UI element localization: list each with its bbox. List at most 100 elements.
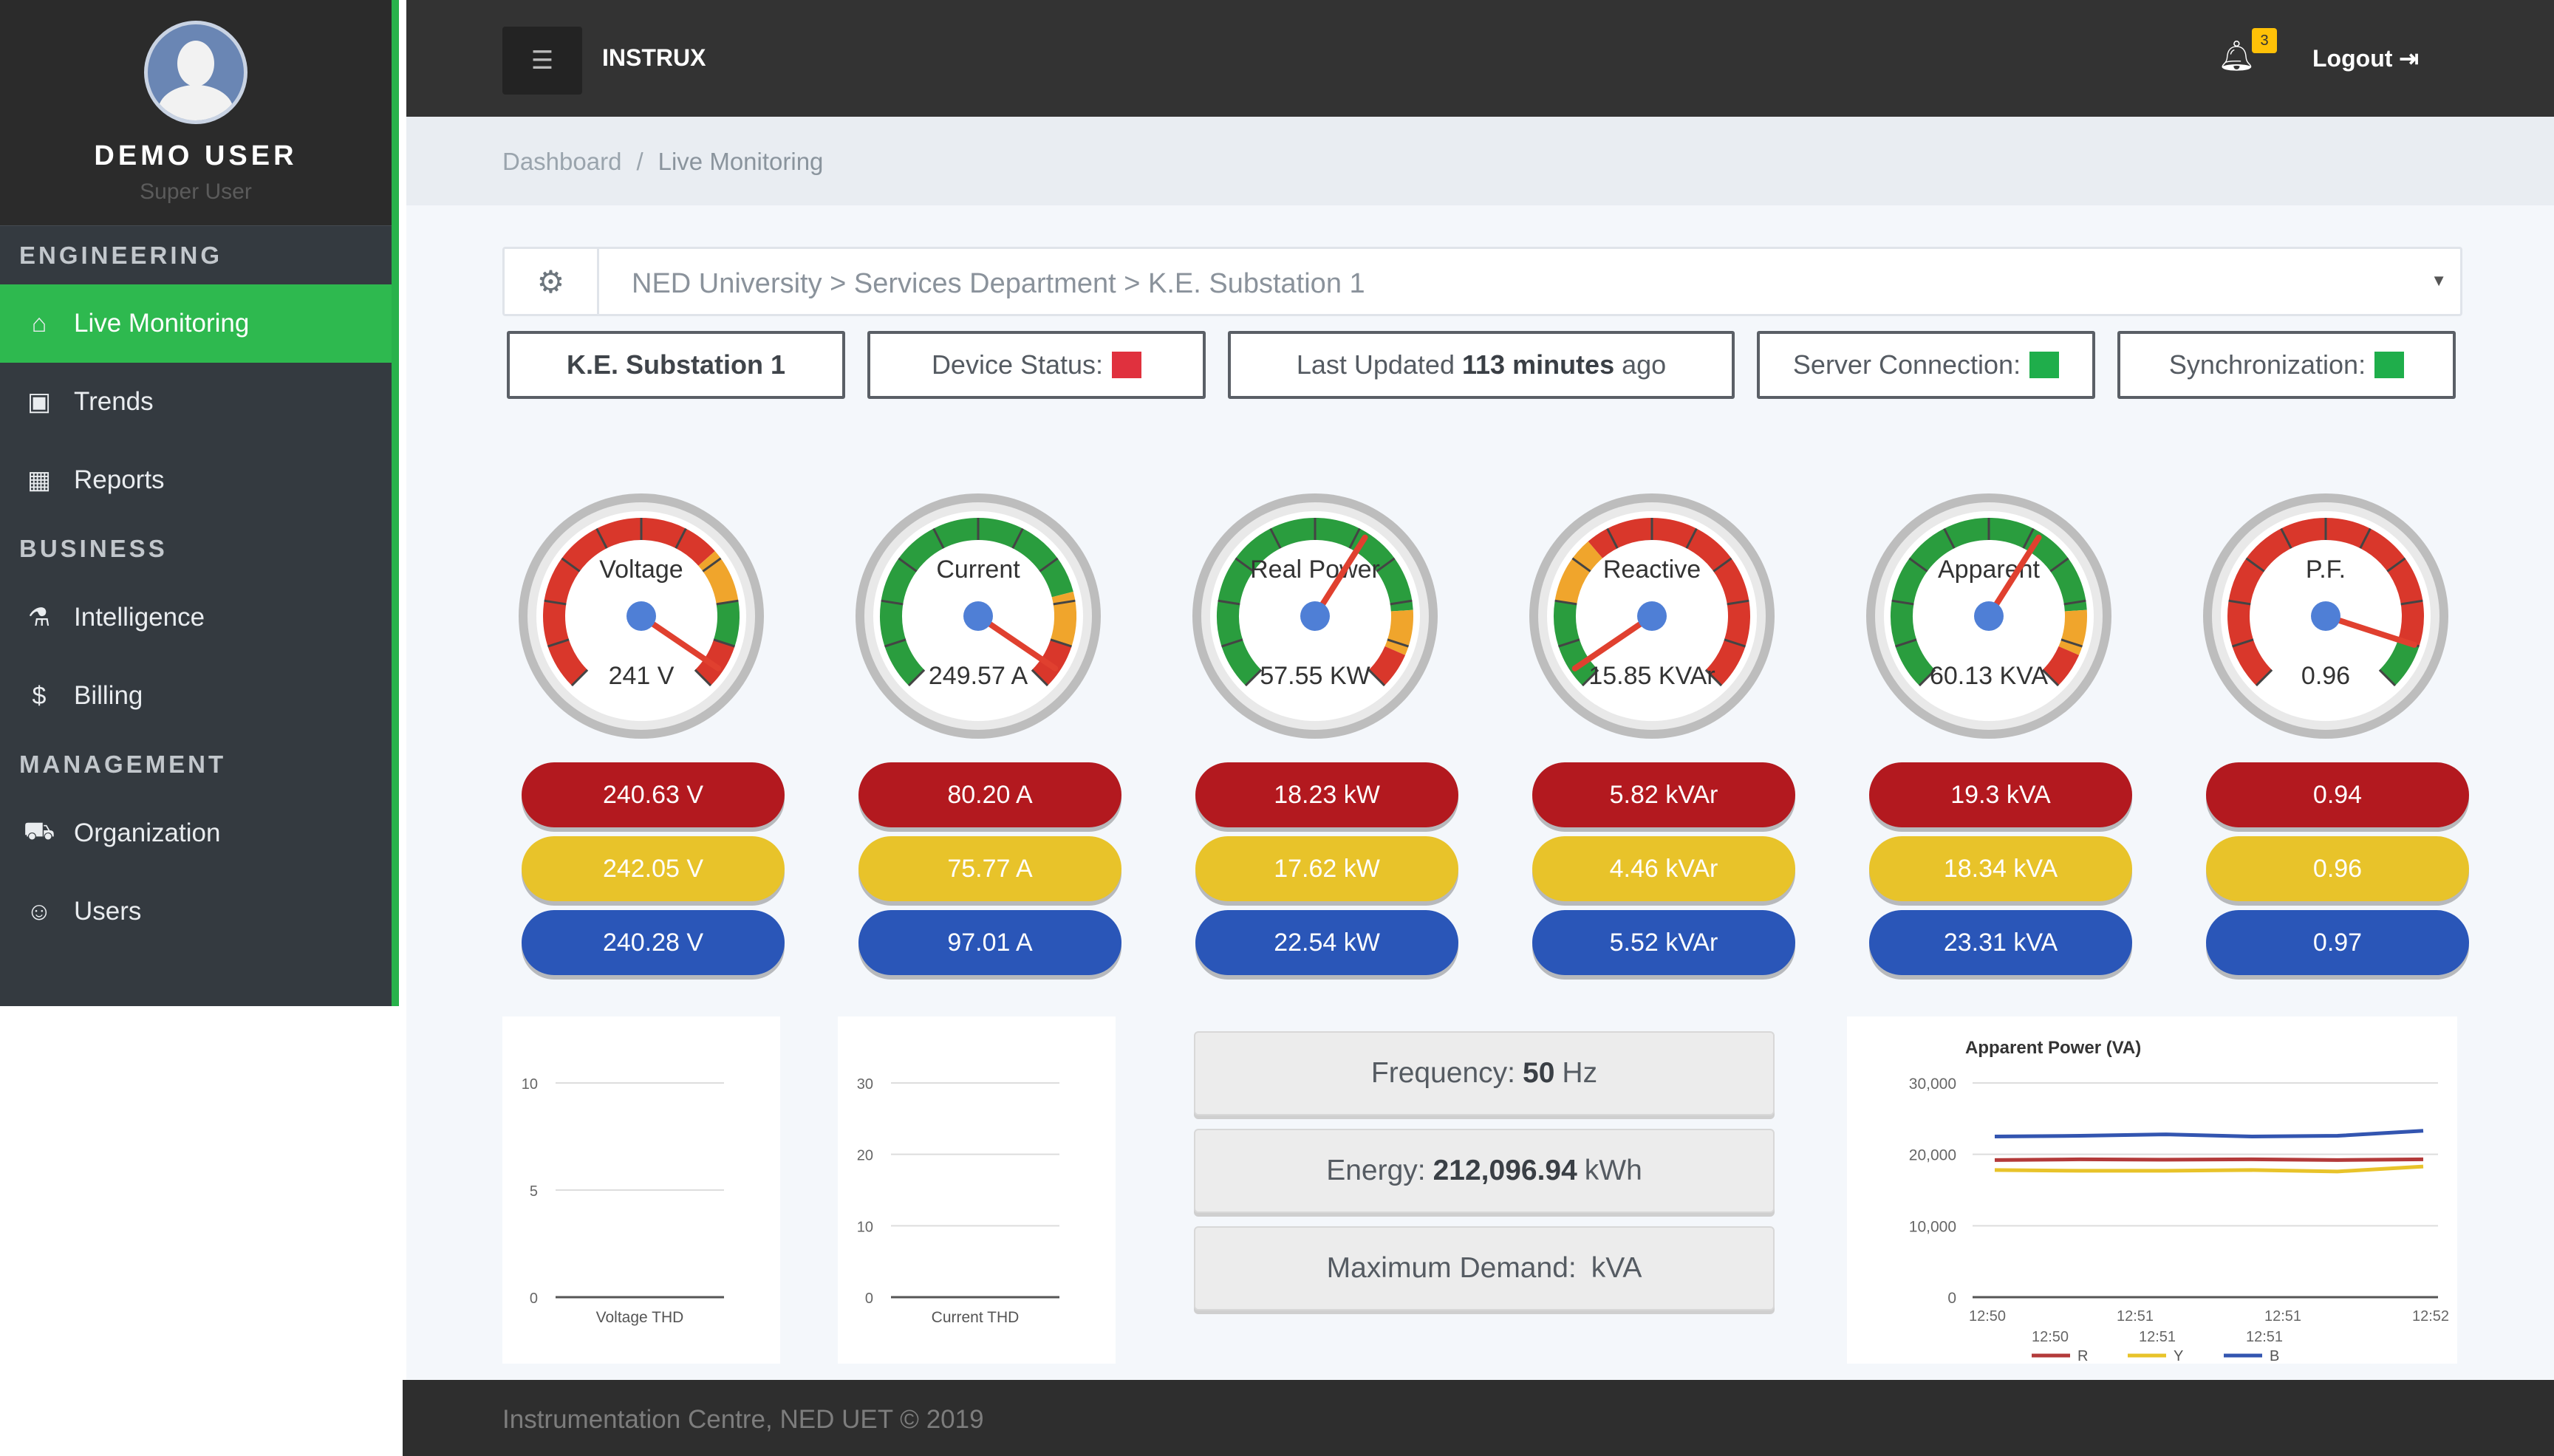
phase-r-value: 5.82 kVAr — [1532, 762, 1795, 827]
synchronization-box: Synchronization: — [2117, 331, 2456, 399]
x-tick-label: 12:51 — [2264, 1308, 2301, 1325]
x-tick-label: 12:50 — [2032, 1329, 2069, 1345]
sidebar-item-organization[interactable]: ⛟ Organization — [0, 794, 392, 872]
phase-r-value: 19.3 kVA — [1869, 762, 2132, 827]
apparent-power-svg: Apparent Power (VA) 30,000 20,000 10,000 0 12… — [1909, 1038, 2449, 1364]
server-connection-indicator — [2029, 352, 2060, 378]
phase-y-value: 18.34 kVA — [1869, 836, 2132, 901]
phase-r-value: 240.63 V — [522, 762, 785, 827]
gauge-needle — [975, 613, 1059, 671]
series-line-b — [1994, 1129, 2424, 1139]
gauge-label: P.F. — [2306, 556, 2346, 584]
sidebar-item-label: Billing — [74, 681, 143, 710]
y-tick-label: 5 — [530, 1183, 538, 1200]
bell-icon[interactable]: 🔔︎ — [2218, 40, 2256, 72]
energy-label: Energy: — [1326, 1155, 1426, 1186]
truck-icon: ⛟ — [23, 817, 55, 845]
gauge-value: 0.96 — [2301, 662, 2350, 690]
avatar — [144, 21, 247, 124]
sidebar-item-users[interactable]: ☺ Users — [0, 872, 392, 951]
main-content: ⚙ NED University > Services Department >… — [406, 205, 2554, 1380]
gauge-reactive: Reactive 15.85 KVAr — [1529, 493, 1775, 739]
location-select[interactable]: ⚙ NED University > Services Department >… — [502, 247, 2462, 316]
sidebar-item-label: Intelligence — [74, 603, 205, 632]
device-status-box: Device Status: — [867, 331, 1206, 399]
series-line-y — [1994, 1164, 2424, 1174]
save-icon: ▣ — [27, 388, 52, 416]
menu-toggle-button[interactable]: ☰ — [502, 27, 582, 95]
y-tick-label: 10 — [522, 1076, 538, 1093]
y-tick-label: 20,000 — [1909, 1147, 1956, 1164]
gauge-label: Reactive — [1603, 556, 1701, 584]
gauge-needle — [2323, 613, 2417, 648]
user-role: Super User — [140, 180, 252, 204]
legend-label: B — [2270, 1348, 2279, 1364]
gauge-current: Current 249.57 A — [856, 493, 1101, 739]
series-line-r — [1994, 1157, 2424, 1162]
footer: Instrumentation Centre, NED UET © 2019 — [403, 1380, 2554, 1456]
phase-r-value: 0.94 — [2206, 762, 2469, 827]
gauge-real-power: Real Power 57.55 KW — [1192, 493, 1438, 739]
user-name: DEMO USER — [94, 140, 298, 171]
dollar-icon: $ — [32, 681, 47, 710]
synchronization-indicator — [2374, 352, 2405, 378]
x-tick-label: 12:51 — [2117, 1308, 2154, 1325]
gauge-needle — [1571, 613, 1655, 671]
gears-icon: ⚙ — [505, 249, 599, 314]
top-navbar: ☰ INSTRUX 🔔︎ 3 Logout ⇥ — [406, 0, 2554, 117]
current-thd-chart: 30 20 10 0 Current THD — [838, 1016, 1116, 1364]
y-tick-label: 10 — [857, 1219, 873, 1235]
sidebar-item-trends[interactable]: ▣ Trends — [0, 363, 392, 441]
phase-y-value: 75.77 A — [858, 836, 1121, 901]
last-updated-value: 113 minutes — [1461, 349, 1615, 380]
current-thd-svg: 30 20 10 0 Current THD — [857, 1076, 1059, 1326]
legend-label: Y — [2174, 1348, 2183, 1364]
breadcrumb-current: Live Monitoring — [658, 148, 824, 175]
voltage-thd-chart: 10 5 0 Voltage THD — [502, 1016, 780, 1364]
gauge-value: 241 V — [609, 662, 675, 690]
section-engineering: ENGINEERING — [0, 225, 392, 284]
flask-icon: ⚗ — [27, 604, 51, 632]
maximum-demand-display: Maximum Demand: kVA — [1194, 1226, 1775, 1310]
last-updated-prefix: Last Updated — [1296, 349, 1455, 380]
x-tick-label: 12:50 — [1969, 1308, 2006, 1325]
gauge-needle — [1312, 534, 1368, 619]
gauge-needle — [638, 613, 722, 671]
sidebar: DEMO USER Super User ENGINEERING ⌂ Live … — [0, 0, 399, 1006]
energy-value: 212,096.94 — [1433, 1155, 1577, 1186]
x-tick-label: 12:51 — [2139, 1329, 2176, 1345]
user-profile: DEMO USER Super User — [0, 0, 392, 225]
sidebar-item-reports[interactable]: ▦ Reports — [0, 441, 392, 519]
breadcrumb-dashboard-link[interactable]: Dashboard — [502, 148, 622, 175]
sidebar-item-label: Live Monitoring — [74, 309, 250, 338]
device-status-indicator — [1112, 352, 1142, 378]
server-connection-label: Server Connection: — [1792, 349, 2021, 380]
phase-y-value: 17.62 kW — [1195, 836, 1458, 901]
maximum-demand-unit: kVA — [1591, 1252, 1642, 1284]
frequency-display: Frequency: 50 Hz — [1194, 1031, 1775, 1115]
phase-b-value: 22.54 kW — [1195, 910, 1458, 975]
frequency-label: Frequency: — [1370, 1057, 1516, 1089]
y-tick-label: 30 — [857, 1076, 873, 1093]
sidebar-item-billing[interactable]: $ Billing — [0, 657, 392, 735]
y-tick-label: 0 — [1947, 1290, 1956, 1307]
y-tick-label: 20 — [857, 1148, 873, 1164]
energy-display: Energy: 212,096.94 kWh — [1194, 1129, 1775, 1213]
phase-b-value: 240.28 V — [522, 910, 785, 975]
phase-r-value: 80.20 A — [858, 762, 1121, 827]
logout-button[interactable]: Logout ⇥ — [2312, 44, 2419, 72]
caret-down-icon: ▼ — [2431, 271, 2447, 290]
maximum-demand-label: Maximum Demand: — [1326, 1252, 1577, 1284]
voltage-thd-svg: 10 5 0 Voltage THD — [522, 1076, 724, 1326]
sidebar-item-intelligence[interactable]: ⚗ Intelligence — [0, 578, 392, 657]
footer-text: Instrumentation Centre, NED UET © 2019 — [502, 1405, 984, 1434]
legend-label: R — [2077, 1348, 2088, 1364]
sign-out-icon: ⇥ — [2399, 45, 2420, 72]
sidebar-item-live-monitoring[interactable]: ⌂ Live Monitoring — [0, 284, 392, 363]
y-tick-label: 10,000 — [1909, 1218, 1956, 1235]
y-tick-label: 0 — [865, 1291, 873, 1307]
location-path: NED University > Services Department > K… — [632, 268, 1365, 299]
gauge-value: 60.13 KVA — [1930, 662, 2048, 690]
user-icon: ☺ — [26, 897, 52, 926]
section-business: BUSINESS — [19, 535, 168, 562]
